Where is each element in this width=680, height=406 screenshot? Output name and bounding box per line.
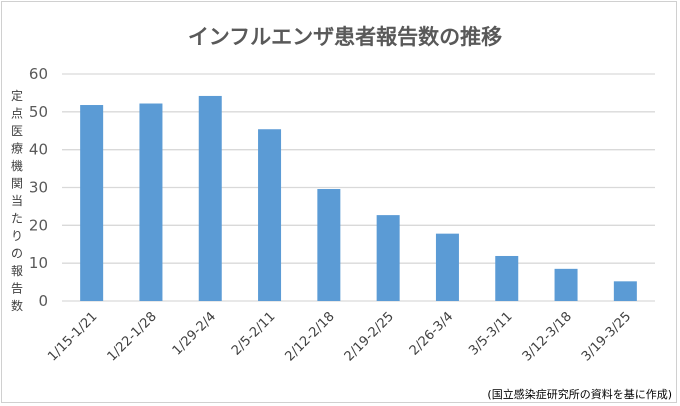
x-tick-label: 1/29-2/4 [170,309,219,358]
x-tick-label: 3/19-3/25 [579,309,634,364]
x-tick-label: 2/19-2/25 [342,309,397,364]
y-tick-label: 40 [29,141,48,159]
bar [198,95,222,302]
y-axis-label-char: 機 [11,158,23,173]
y-axis-label-char: り [11,229,23,243]
y-tick-label: 50 [29,103,48,121]
x-tick-label: 1/15-1/21 [45,309,100,364]
bar [80,105,104,301]
y-tick-label: 0 [38,292,48,310]
x-tick-label: 1/22-1/28 [105,309,160,364]
y-tick-label: 20 [29,216,48,234]
y-tick-label: 10 [29,254,48,272]
y-tick-label: 60 [29,65,48,83]
x-tick-label: 2/5-2/11 [229,309,278,358]
chart-title: インフルエンザ患者報告数の推移 [188,25,502,49]
x-tick-label: 2/12-2/18 [282,309,337,364]
y-axis-label-char: 告 [11,282,23,296]
x-tick-label: 3/5-3/11 [466,309,515,358]
source-annotation: (国立感染症研究所の資料を基に作成) [487,387,672,401]
y-axis-label-char: た [11,212,23,226]
x-tick-label: 2/26-3/4 [407,309,456,358]
y-axis-label-char: 点 [11,107,23,121]
y-axis-label-char: 当 [11,194,23,208]
y-tick-label: 30 [29,179,48,197]
bar [258,129,282,301]
bar [317,189,341,301]
bar [554,268,578,301]
bar [613,281,637,301]
y-axis-label-char: 報 [11,264,23,278]
y-axis-label-char: 定 [11,88,23,103]
y-axis-label-char: 療 [11,142,23,156]
bar [435,233,459,301]
bar [376,215,400,301]
y-axis-label-char: 関 [11,177,23,191]
bar [139,103,163,301]
y-axis-label-char: の [11,247,23,261]
y-axis-label-char: 数 [11,298,23,313]
y-axis-label-char: 医 [11,124,23,138]
x-tick-label: 3/12-3/18 [520,309,575,364]
bar [495,255,519,301]
